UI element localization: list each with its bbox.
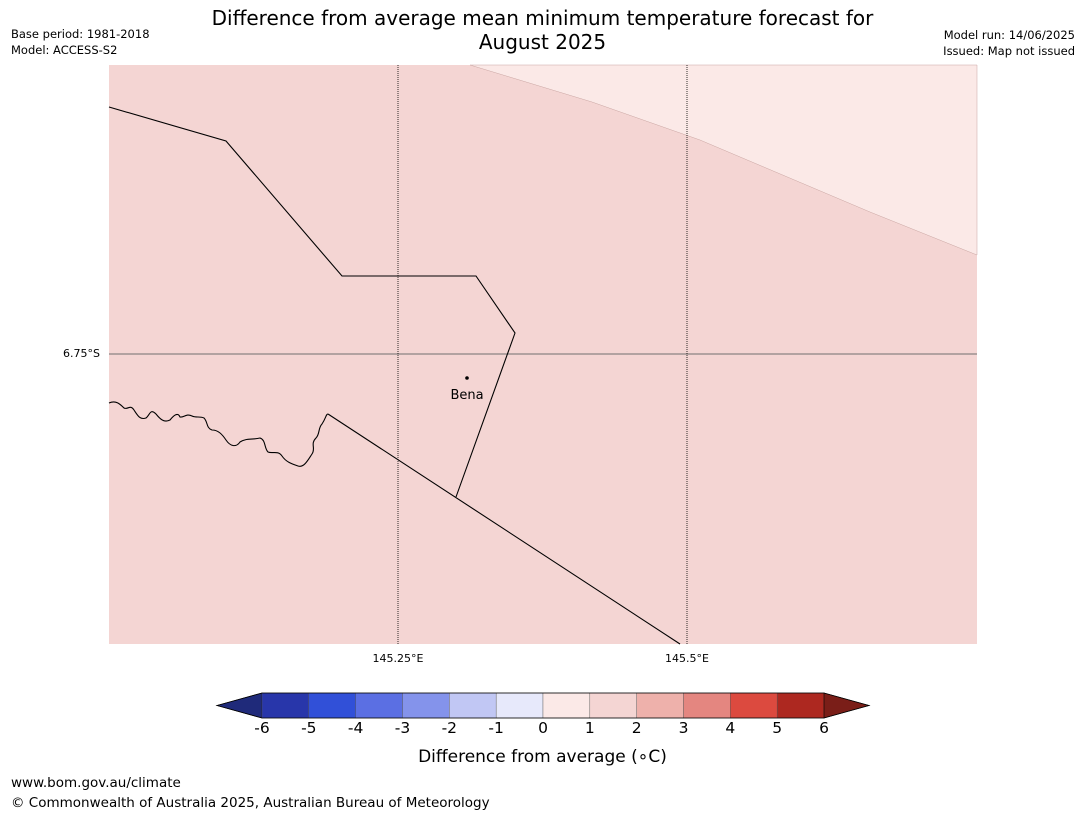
colorbar-segment-5_6: [776, 692, 825, 719]
forecast-metadata-right: Model run: 14/06/2025 Issued: Map not is…: [943, 27, 1075, 59]
map-title-line-2: August 2025: [478, 30, 607, 54]
colorbar-tick-label: -4: [347, 719, 364, 737]
longitude-label-145-25: 145.25°E: [372, 652, 424, 665]
colorbar-segment-3_4: [683, 692, 731, 719]
colorbar-label: Difference from average (∘C): [418, 747, 667, 767]
colorbar-tick-label: -6: [254, 719, 270, 737]
colorbar-segment-0_1: [542, 692, 591, 719]
colorbar-extend-high: [823, 692, 871, 719]
latitude-label: 6.75°S: [63, 347, 100, 360]
map-title: Difference from average mean minimum tem…: [0, 6, 1085, 54]
colorbar-outline: [215, 692, 871, 719]
colorbar-tick-label: -3: [394, 719, 411, 737]
model-text: Model: ACCESS-S2: [11, 43, 118, 57]
model-run-text: Model run: 14/06/2025: [943, 28, 1075, 42]
colorbar-tick-label: 6: [819, 719, 829, 737]
map-title-line-1: Difference from average mean minimum tem…: [211, 6, 874, 30]
colorbar-tick-label: -1: [488, 719, 504, 737]
bena-town-marker: [465, 376, 469, 380]
colorbar-segment-1_2: [589, 692, 637, 719]
colorbar-segment--3_-2: [402, 692, 450, 719]
base-period-text: Base period: 1981-2018: [11, 27, 150, 41]
issued-text: Issued: Map not issued: [943, 44, 1075, 58]
colorbar-segment-4_5: [730, 692, 778, 719]
colorbar-segment--6_-5: [261, 692, 310, 719]
colorbar-segment--5_-4: [308, 692, 356, 719]
forecast-metadata-left: Base period: 1981-2018 Model: ACCESS-S2: [11, 26, 150, 58]
colorbar: [215, 692, 871, 719]
colorbar-segment-2_3: [636, 692, 684, 719]
anomaly-band-0-to-1: [469, 64, 978, 256]
colorbar-tick-label: 3: [678, 719, 689, 737]
longitude-label-145-5: 145.5°E: [665, 652, 709, 665]
province-border: [108, 106, 516, 498]
colorbar-tick-label: 1: [584, 719, 595, 737]
colorbar-segment--1_0: [495, 692, 544, 719]
river-border: [108, 401, 329, 467]
colorbar-segment--4_-3: [355, 692, 403, 719]
colorbar-segment--2_-1: [449, 692, 497, 719]
colorbar-tick-label: 0: [538, 719, 548, 737]
colorbar-tick-label: -5: [301, 719, 317, 737]
colorbar-tick-label: 4: [725, 719, 736, 737]
colorbar-tick-label: 5: [772, 719, 783, 737]
footer-url: www.bom.gov.au/climate: [11, 775, 181, 791]
bena-town-label: Bena: [450, 388, 484, 403]
colorbar-tick-label: -2: [441, 719, 458, 737]
province-border-south: [327, 413, 681, 645]
colorbar-extend-low: [215, 692, 263, 719]
colorbar-tick-label: 2: [631, 719, 642, 737]
footer-copyright: © Commonwealth of Australia 2025, Austra…: [11, 795, 490, 811]
